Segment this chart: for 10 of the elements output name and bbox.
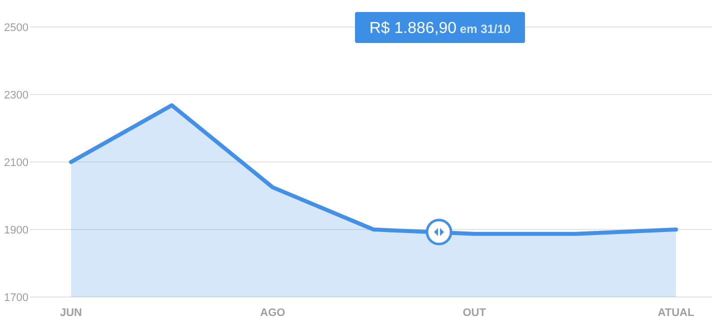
- x-tick-label: AGO: [260, 307, 286, 319]
- y-tick-label: 1700: [4, 292, 28, 304]
- x-tick-label: OUT: [462, 307, 486, 319]
- x-tick-label: JUN: [60, 307, 82, 319]
- y-tick-label: 1900: [4, 224, 28, 236]
- x-tick-label: ATUAL: [658, 307, 694, 319]
- y-tick-label: 2100: [4, 156, 28, 169]
- y-tick-label: 2500: [4, 22, 28, 34]
- y-tick-label: 2300: [4, 89, 28, 102]
- annotation: R$ 1.886,90 em 31/10: [369, 20, 511, 37]
